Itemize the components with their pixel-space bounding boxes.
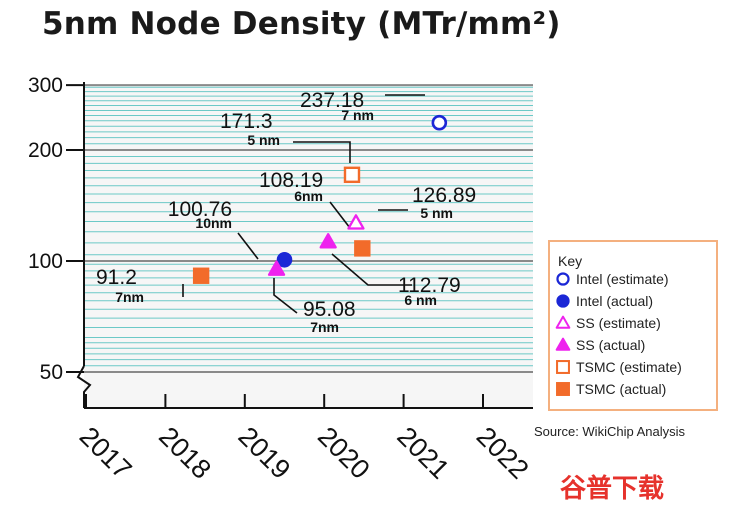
x-tick-label: 2019 <box>233 421 297 485</box>
leader-line <box>329 201 351 229</box>
watermark-text: 谷普下载 <box>560 473 664 503</box>
y-tick-label: 50 <box>40 361 63 384</box>
x-tick-label: 2020 <box>312 421 376 485</box>
point-value-label: 237.18 <box>300 89 364 112</box>
leader-line <box>293 141 351 163</box>
point-node-label: 5 nm <box>420 205 453 221</box>
x-tick-label: 2018 <box>153 421 217 485</box>
intel-estimate-marker <box>556 272 570 286</box>
point-value-label: 108.19 <box>259 169 323 192</box>
point-value-label: 112.79 <box>398 274 461 297</box>
intel-actual-marker <box>276 251 293 268</box>
point-node-label: 5 nm <box>247 132 280 148</box>
point-node-label: 10nm <box>195 215 232 231</box>
legend-item-label: TSMC (actual) <box>576 381 666 397</box>
legend-item-label: TSMC (estimate) <box>576 359 682 375</box>
legend-title: Key <box>558 253 582 269</box>
ss-actual-marker <box>267 260 286 276</box>
ss-actual-marker <box>555 337 571 351</box>
leader-line <box>331 253 412 286</box>
point-node-label: 7nm <box>310 319 339 335</box>
point-value-label: 91.2 <box>96 266 137 289</box>
chart-title: 5nm Node Density (MTr/mm²) <box>42 6 561 42</box>
ss-estimate-marker <box>347 214 365 230</box>
data-points <box>192 114 448 284</box>
axis-break <box>76 365 92 408</box>
tsmc-actual-marker <box>354 240 371 257</box>
point-value-label: 95.08 <box>303 298 356 321</box>
x-tick-label: 2017 <box>74 421 138 485</box>
intel-estimate-marker <box>431 114 448 131</box>
point-value-label: 171.3 <box>220 110 273 133</box>
legend-box <box>548 240 718 411</box>
legend-item-label: Intel (estimate) <box>576 271 669 287</box>
leader-line <box>237 232 259 260</box>
point-node-label: 6 nm <box>404 292 437 308</box>
intel-actual-marker <box>556 294 570 308</box>
point-node-label: 7 nm <box>341 107 374 123</box>
tsmc-estimate-marker <box>556 360 570 374</box>
ss-estimate-marker <box>555 315 571 329</box>
ss-actual-marker <box>319 233 337 249</box>
legend-item-label: SS (estimate) <box>576 315 661 331</box>
legend-item-label: SS (actual) <box>576 337 645 353</box>
legend-item-label: Intel (actual) <box>576 293 653 309</box>
leader-line <box>273 278 298 314</box>
point-node-label: 6nm <box>294 188 323 204</box>
point-node-label: 7nm <box>115 289 144 305</box>
point-value-label: 100.76 <box>168 198 232 221</box>
tsmc-actual-marker <box>192 267 210 284</box>
annotation-leaders <box>182 94 425 314</box>
tsmc-estimate-marker <box>343 166 361 184</box>
point-value-label: 126.89 <box>412 184 476 207</box>
grid-lines <box>84 84 533 373</box>
source-note: Source: WikiChip Analysis <box>534 424 685 439</box>
y-tick-label: 300 <box>28 74 63 97</box>
legend: Key Intel (estimate) Intel (actual) SS (est… <box>548 240 718 411</box>
y-tick-label: 100 <box>28 250 63 273</box>
y-tick-label: 200 <box>28 139 63 162</box>
tsmc-actual-marker <box>556 382 570 396</box>
x-tick-label: 2022 <box>471 421 535 485</box>
x-tick-label: 2021 <box>391 421 455 485</box>
